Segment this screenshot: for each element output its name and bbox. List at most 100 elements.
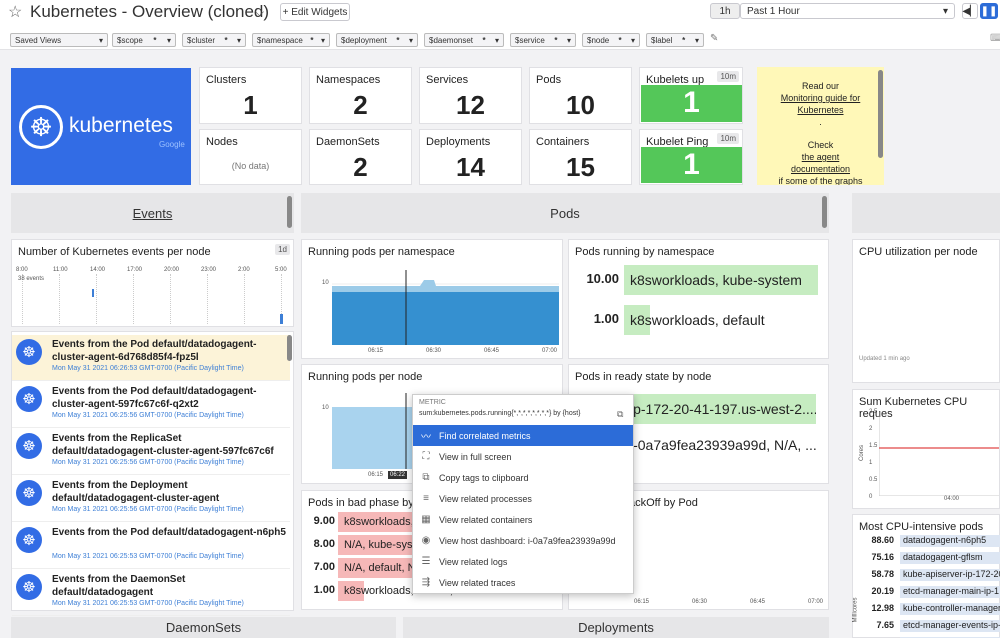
template-var-scope[interactable]: $scope * ▾	[112, 33, 176, 47]
cpu-per-node-widget[interactable]: CPU utilization per node Updated 1 min a…	[852, 239, 1000, 383]
monitoring-guide-link[interactable]: Monitoring guide for	[780, 93, 861, 103]
events-scrollbar[interactable]	[287, 335, 292, 361]
events-per-node-widget[interactable]: Number of Kubernetes events per node 1d …	[11, 239, 294, 327]
kubelet-ping-tile[interactable]: Kubelet Ping 10m 1	[639, 129, 743, 185]
bad-phase-bar[interactable]: k8sworkloads, kube-system	[338, 512, 426, 532]
menu-item[interactable]: ⧉ Copy tags to clipboard	[413, 467, 633, 488]
bad-phase-bar[interactable]: k8sworkloads, default, N/A	[338, 581, 474, 601]
pods-section-header[interactable]: Pods	[301, 193, 829, 233]
containers-tile[interactable]: Containers 15	[529, 129, 632, 185]
deployments-section-header[interactable]: Deployments	[403, 617, 829, 638]
event-item[interactable]: ☸ Events from the Pod default/datadogagen…	[12, 335, 290, 381]
event-item[interactable]: ☸ Events from the Pod default/datadogagen…	[12, 382, 290, 428]
cpu-pod-row[interactable]: 7.65 etcd-manager-events-ip-	[856, 620, 1000, 633]
template-var-deployment[interactable]: $deployment * ▾	[336, 33, 418, 47]
menu-item[interactable]: 〰 Find correlated metrics	[413, 425, 633, 446]
namespace-bar[interactable]: k8sworkloads, kube-system	[624, 265, 818, 295]
menu-item[interactable]: ☰ View related logs	[413, 551, 633, 572]
section-scrollbar[interactable]	[822, 196, 827, 228]
kubelets-up-tile[interactable]: Kubelets up 10m 1	[639, 67, 743, 124]
namespaces-tile[interactable]: Namespaces 2	[309, 67, 412, 124]
event-item[interactable]: ☸ Events from the DaemonSet default/datad…	[12, 570, 290, 616]
copy-icon[interactable]: ⧉	[617, 409, 624, 419]
event-bar[interactable]	[92, 289, 94, 297]
x-tick: 06:45	[750, 599, 766, 605]
event-title[interactable]: Events from the Pod default/datadogagent…	[52, 339, 257, 363]
event-item[interactable]: ☸ Events from the Pod default/datadogagen…	[12, 523, 290, 569]
event-title[interactable]: Events from the DaemonSet default/datado…	[52, 574, 186, 598]
cpu-pod-row[interactable]: 88.60 datadogagent-n6ph5	[856, 535, 1000, 548]
x-tick: 23:00	[201, 267, 217, 273]
chevron-down-icon: ▾	[494, 35, 499, 45]
step-back-button[interactable]: ◀▏	[962, 3, 978, 19]
event-bar[interactable]	[280, 314, 283, 324]
menu-item[interactable]: ⛶ View in full screen	[413, 446, 633, 467]
monitoring-guide-link-2[interactable]: Kubernetes	[797, 105, 844, 115]
ready-bar-1[interactable]: ip-172-20-41-197.us-west-2....	[624, 394, 816, 424]
deployments-tile[interactable]: Deployments 14	[419, 129, 522, 185]
widget-title: Running pods per namespace	[308, 246, 455, 258]
namespace-bar[interactable]: k8sworkloads, default	[624, 305, 765, 335]
running-pods-per-namespace-widget[interactable]: Running pods per namespace 10 06:15 06:30…	[301, 239, 563, 359]
chevron-down-icon[interactable]: ⌵	[255, 5, 265, 19]
saved-views-select[interactable]: Saved Views ▾	[10, 33, 108, 47]
x-tick: 07:00	[808, 599, 824, 605]
event-title[interactable]: Events from the Pod default/datadogagent…	[52, 527, 286, 538]
bar-value: 1.00	[313, 584, 335, 596]
widget-title: Number of Kubernetes events per node	[18, 246, 211, 258]
menu-item[interactable]: ⇶ View related traces	[413, 572, 633, 593]
note-scrollbar[interactable]	[878, 70, 883, 158]
cpu-pod-label: etcd-manager-events-ip-	[900, 620, 1000, 632]
cpu-pod-row[interactable]: 75.16 datadogagent-gflsm	[856, 552, 1000, 565]
event-item[interactable]: ☸ Events from the Deployment default/data…	[12, 476, 290, 522]
agent-docs-link[interactable]: the agent	[801, 152, 840, 162]
section-title: Pods	[550, 205, 580, 221]
tile-value: 1	[243, 90, 258, 120]
bad-phase-bar[interactable]: N/A, kube-system	[338, 535, 428, 555]
bad-phase-bar[interactable]: N/A, default, N/A	[338, 558, 426, 578]
clusters-tile[interactable]: Clusters 1	[199, 67, 302, 124]
template-var-label[interactable]: $label * ▾	[646, 33, 704, 47]
nodes-tile[interactable]: Nodes (No data)	[199, 129, 302, 185]
cpu-pod-row[interactable]: 20.19 etcd-manager-main-ip-1	[856, 586, 1000, 599]
cpu-section-header[interactable]	[852, 193, 1000, 233]
pods-running-by-namespace-widget[interactable]: Pods running by namespace	[568, 239, 829, 359]
y-tick: 2.5	[869, 409, 878, 415]
section-scrollbar[interactable]	[287, 196, 292, 228]
agent-docs-link-2[interactable]: documentation	[790, 164, 851, 174]
menu-item-label: View related containers	[439, 514, 533, 525]
ready-bar-2[interactable]: i-0a7a9fea23939a99d, N/A, ...	[624, 430, 816, 460]
template-var-cluster[interactable]: $cluster * ▾	[182, 33, 246, 47]
sum-cpu-requests-widget[interactable]: Sum Kubernetes CPU reques 2.5 2 1.5 1 0.5 0 C…	[852, 389, 1000, 509]
x-tick: 8:00	[16, 267, 28, 273]
events-section-header[interactable]: Events	[11, 193, 294, 233]
event-title[interactable]: Events from the Pod default/datadogagent…	[52, 386, 257, 410]
event-item[interactable]: ☸ Events from the ReplicaSet default/data…	[12, 429, 290, 475]
star-icon[interactable]: ☆	[8, 4, 23, 21]
pods-tile[interactable]: Pods 10	[529, 67, 632, 124]
menu-item[interactable]: ≡ View related processes	[413, 488, 633, 509]
template-var-namespace[interactable]: $namespace * ▾	[252, 33, 330, 47]
cpu-pod-row[interactable]: 58.78 kube-apiserver-ip-172-20	[856, 569, 1000, 582]
event-title[interactable]: Events from the ReplicaSet default/datad…	[52, 433, 274, 457]
pencil-icon[interactable]: ✎	[710, 33, 719, 44]
cpu-pod-row[interactable]: 12.98 kube-controller-manager	[856, 603, 1000, 616]
pause-button[interactable]: ❚❚	[980, 3, 998, 19]
services-tile[interactable]: Services 12	[419, 67, 522, 124]
y-tick: 10	[322, 280, 329, 286]
template-var-node[interactable]: $node * ▾	[582, 33, 640, 47]
dashboard-title[interactable]: Kubernetes - Overview (cloned)	[30, 2, 270, 21]
keyboard-icon[interactable]: ⌨	[990, 33, 1000, 44]
menu-item[interactable]: ◉ View host dashboard: i-0a7a9fea23939a99…	[413, 530, 633, 551]
daemonsets-tile[interactable]: DaemonSets 2	[309, 129, 412, 185]
menu-item[interactable]: ▦ View related containers	[413, 509, 633, 530]
time-short-label[interactable]: 1h	[710, 3, 740, 19]
daemonsets-section-header[interactable]: DaemonSets	[11, 617, 396, 638]
template-var-name: $service	[515, 35, 545, 45]
event-title[interactable]: Events from the Deployment default/datad…	[52, 480, 220, 504]
edit-widgets-button[interactable]: + Edit Widgets	[280, 3, 350, 21]
time-range-select[interactable]: Past 1 Hour ▾	[740, 3, 955, 19]
time-range-value: Past 1 Hour	[747, 5, 800, 17]
template-var-service[interactable]: $service * ▾	[510, 33, 576, 47]
template-var-daemonset[interactable]: $daemonset * ▾	[424, 33, 504, 47]
